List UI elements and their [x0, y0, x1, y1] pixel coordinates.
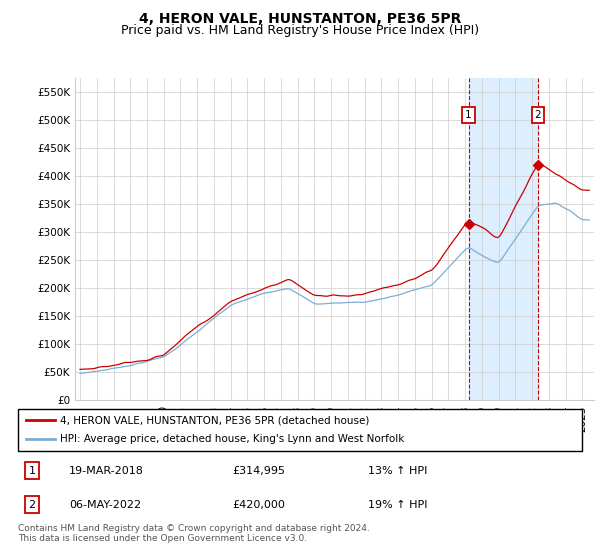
Text: 2: 2	[535, 110, 541, 120]
Text: 06-MAY-2022: 06-MAY-2022	[69, 500, 141, 510]
Text: 13% ↑ HPI: 13% ↑ HPI	[368, 465, 427, 475]
Text: 19% ↑ HPI: 19% ↑ HPI	[368, 500, 427, 510]
Text: 1: 1	[29, 465, 35, 475]
Text: £314,995: £314,995	[232, 465, 286, 475]
Text: Price paid vs. HM Land Registry's House Price Index (HPI): Price paid vs. HM Land Registry's House …	[121, 24, 479, 36]
Text: 2: 2	[29, 500, 35, 510]
Text: HPI: Average price, detached house, King's Lynn and West Norfolk: HPI: Average price, detached house, King…	[60, 435, 404, 445]
Text: £420,000: £420,000	[232, 500, 285, 510]
Text: 4, HERON VALE, HUNSTANTON, PE36 5PR: 4, HERON VALE, HUNSTANTON, PE36 5PR	[139, 12, 461, 26]
Bar	[469, 78, 538, 400]
Text: 4, HERON VALE, HUNSTANTON, PE36 5PR (detached house): 4, HERON VALE, HUNSTANTON, PE36 5PR (det…	[60, 415, 370, 425]
Text: 19-MAR-2018: 19-MAR-2018	[69, 465, 143, 475]
Text: 1: 1	[465, 110, 472, 120]
Text: Contains HM Land Registry data © Crown copyright and database right 2024.
This d: Contains HM Land Registry data © Crown c…	[18, 524, 370, 543]
